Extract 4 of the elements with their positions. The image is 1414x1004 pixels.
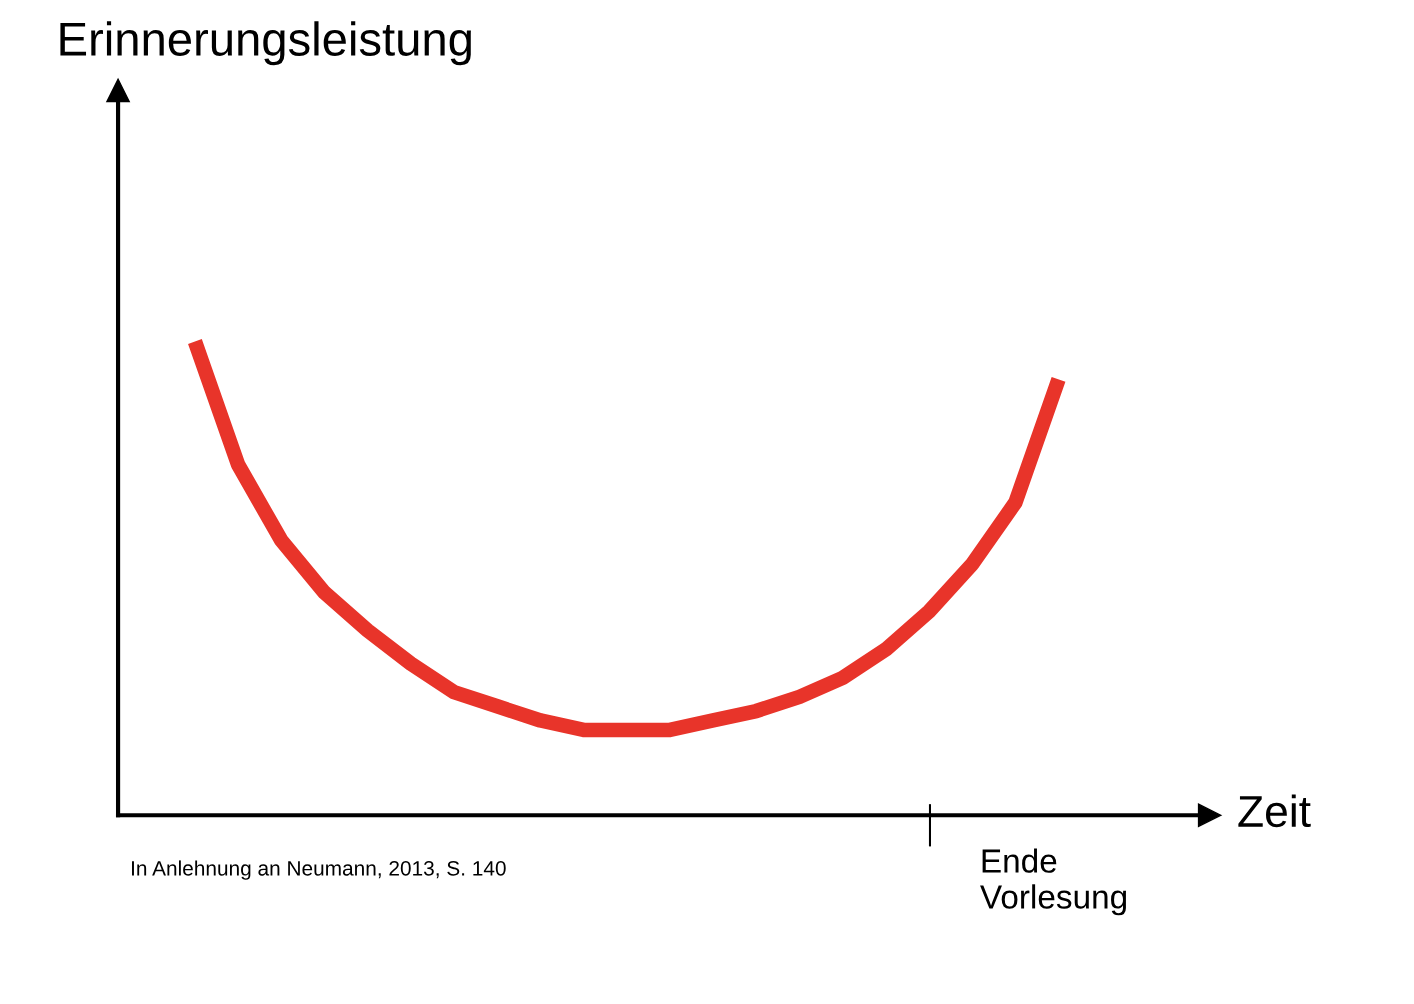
text: Ende Vorlesung — [980, 848, 1127, 916]
x-axis-title: Zeit — [1238, 794, 1311, 828]
chart-title: Erinnerungsleistung — [60, 21, 471, 66]
text: In Anlehnung an Neumann, 2013, S. 140 — [132, 860, 506, 880]
